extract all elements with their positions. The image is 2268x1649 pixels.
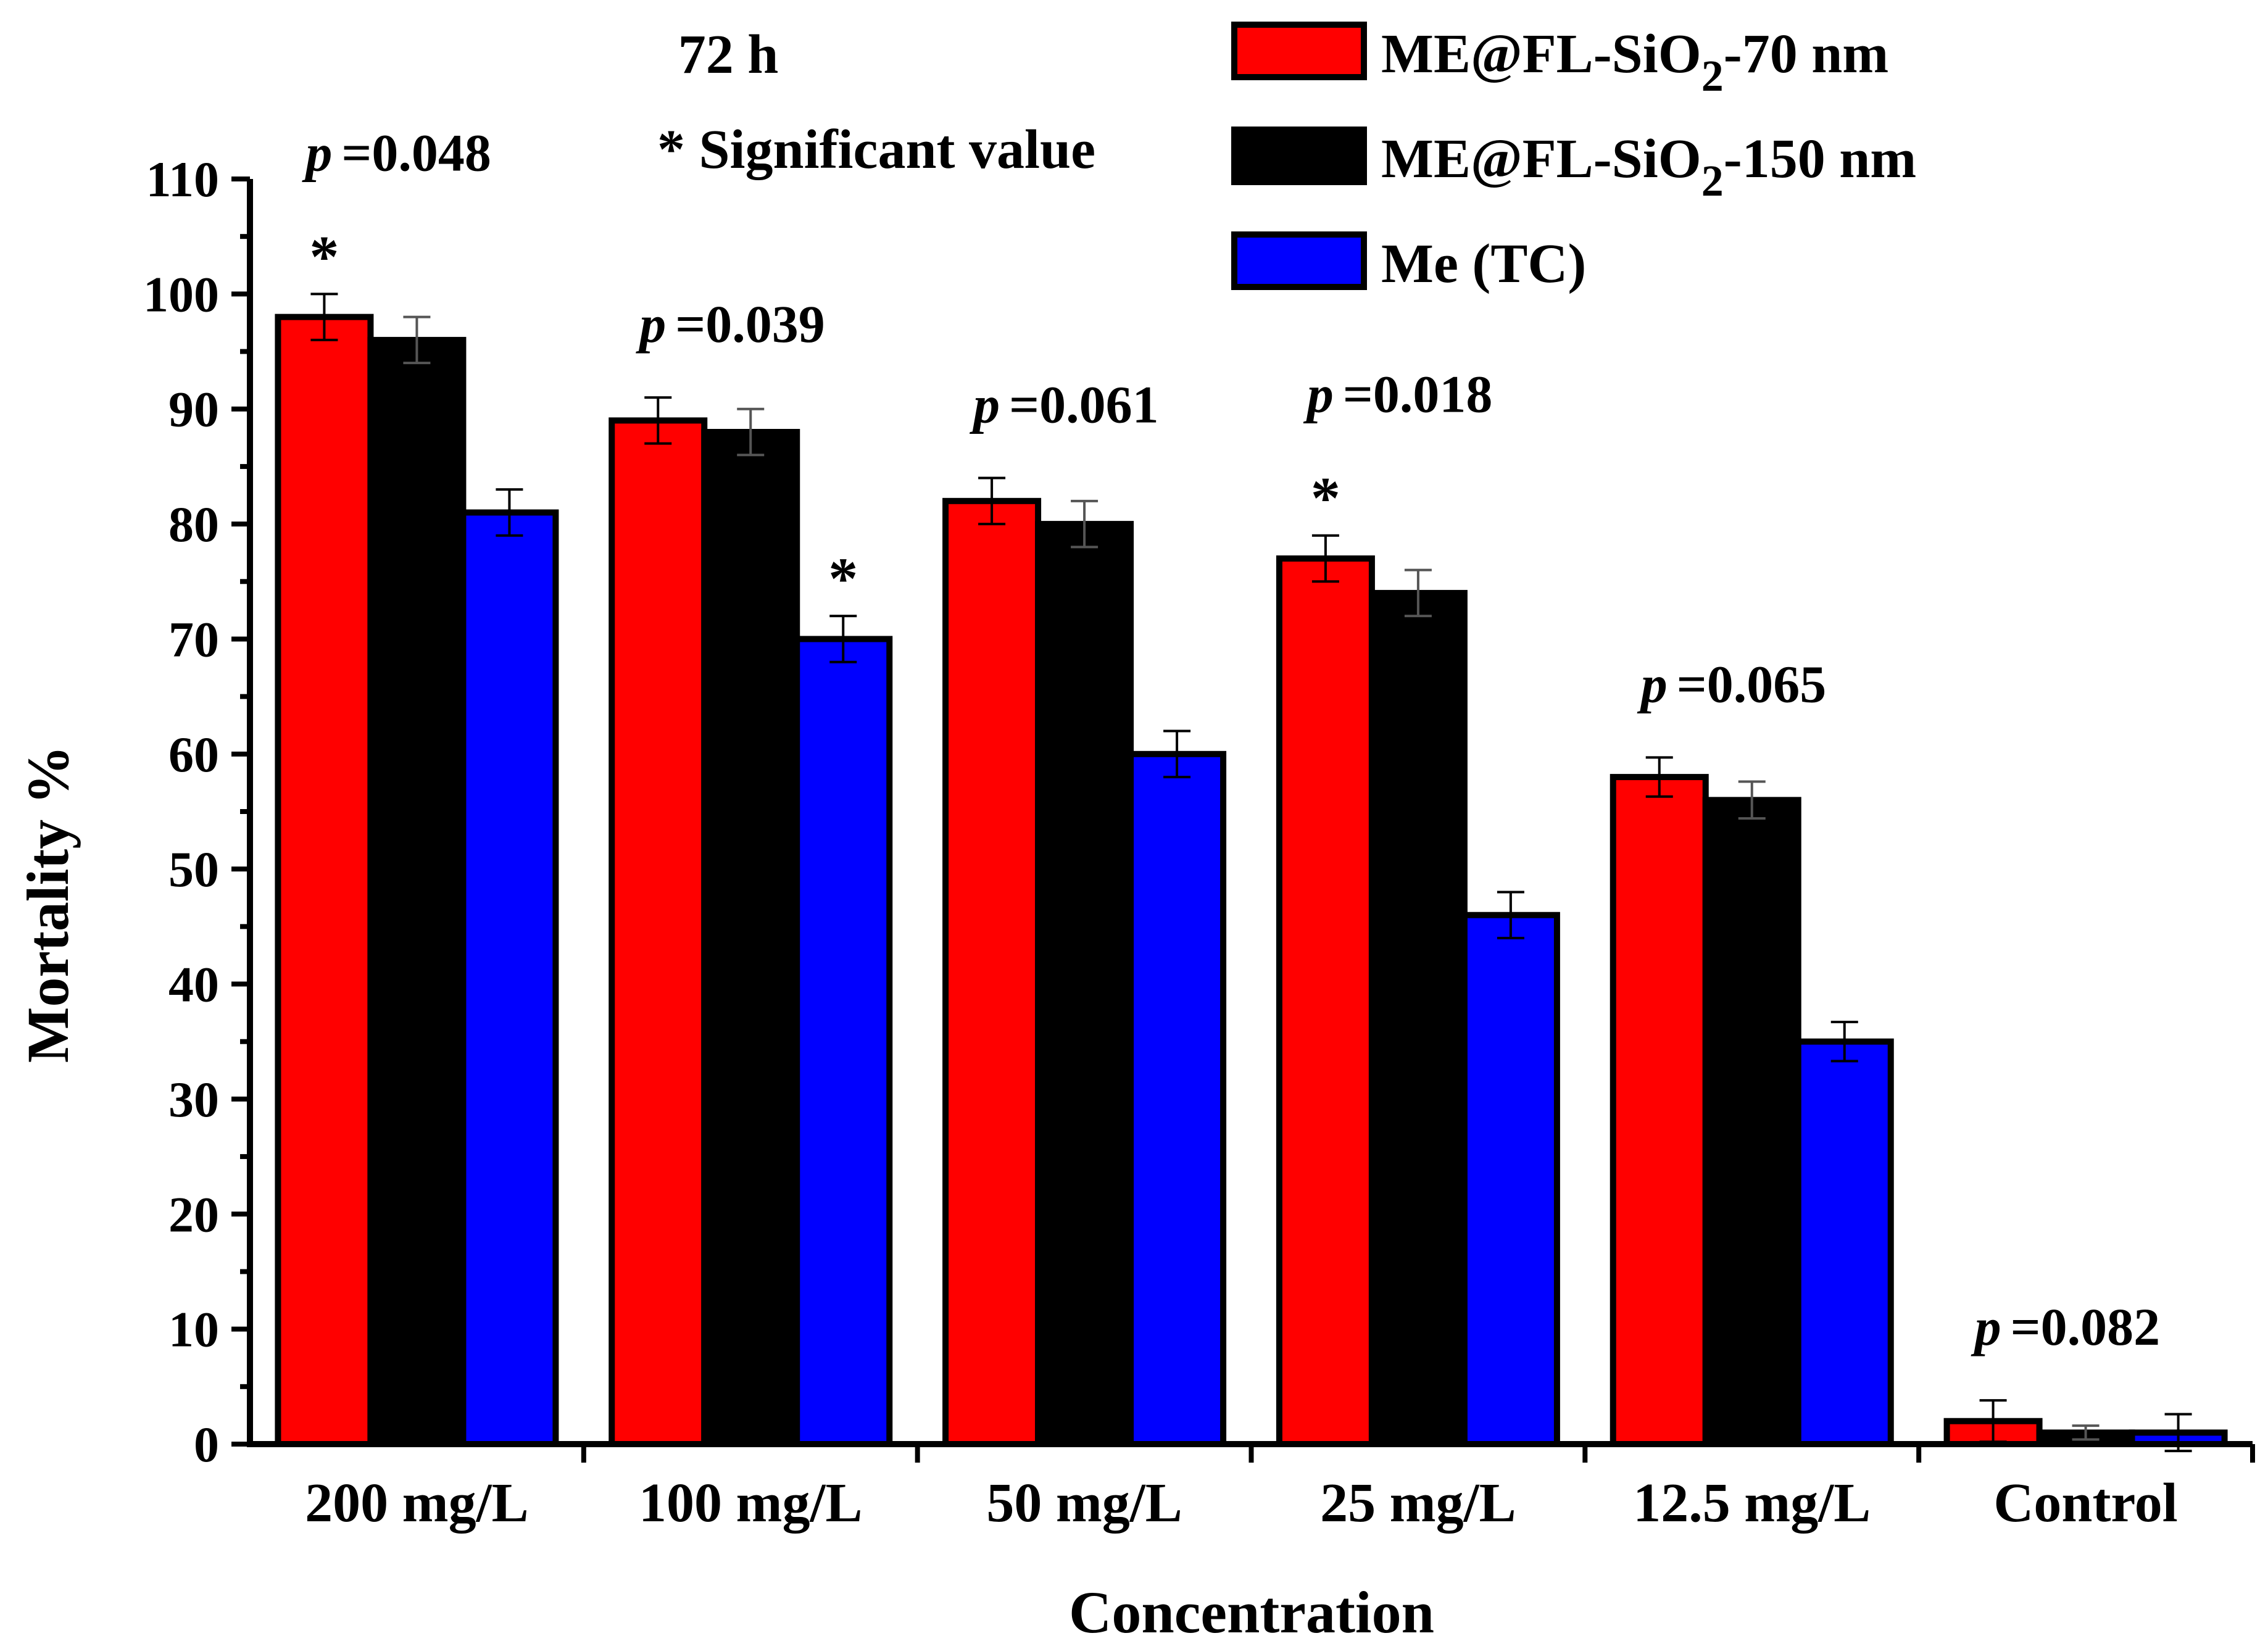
legend-label-1: ME@FL-SiO2-150 nm: [1381, 128, 1916, 206]
significance-star: *: [309, 223, 339, 289]
y-tick-label: 0: [194, 1416, 219, 1472]
y-tick-label: 30: [168, 1071, 219, 1128]
legend-label-main: Me (TC): [1381, 233, 1586, 294]
p-value-label: p =0.039: [635, 294, 825, 354]
bar-3-2: [1461, 912, 1560, 1447]
axes-layer: [231, 177, 2255, 1463]
p-value: =0.018: [1343, 365, 1493, 424]
x-axis-title: Concentration: [1069, 1579, 1434, 1645]
error-bar-1-2: [829, 615, 857, 663]
error-bar-4-2: [1830, 1021, 1858, 1063]
y-tick-label: 50: [168, 841, 219, 897]
bar-0-2: [460, 509, 559, 1447]
error-bar-2-0: [978, 476, 1006, 526]
y-tick-label: 80: [168, 496, 219, 552]
y-tick-label: 40: [168, 957, 219, 1013]
error-bar-5-1: [2072, 1424, 2100, 1441]
p-value-label: p =0.048: [301, 123, 491, 182]
legend-swatch-0: [1231, 22, 1367, 80]
y-tick-label: 20: [168, 1186, 219, 1242]
error-bar-2-2: [1163, 729, 1191, 779]
labels-layer: 0 10 20 30 40 50 60 70 80 90 100 110 200 mg/L 100 mg/…: [143, 123, 2178, 1534]
bar-1-2: [794, 636, 893, 1447]
bar-0-0: [275, 314, 374, 1447]
x-tick-label: 200 mg/L: [305, 1472, 529, 1534]
bar-2-0: [942, 497, 1042, 1447]
significance-star: *: [828, 546, 858, 612]
error-bar-1-1: [737, 407, 765, 457]
p-symbol: p: [1303, 365, 1334, 424]
legend-label-suffix: -70 nm: [1724, 23, 1889, 85]
error-bar-0-0: [310, 293, 338, 341]
bar-4-1: [1702, 797, 1801, 1447]
y-tick-label: 60: [168, 726, 219, 783]
error-bar-1-0: [644, 396, 672, 445]
p-value: =0.065: [1677, 654, 1827, 713]
error-bar-2-1: [1071, 499, 1099, 549]
p-symbol: p: [1637, 654, 1668, 713]
error-bar-0-1: [403, 315, 431, 365]
legend-label-subscript: 2: [1701, 51, 1724, 101]
p-symbol: p: [635, 294, 666, 354]
p-value: =0.082: [2011, 1297, 2161, 1356]
y-tick-label: 90: [168, 381, 219, 438]
y-axis-title: Mortality %: [15, 746, 81, 1063]
bar-4-2: [1795, 1038, 1894, 1447]
legend-label-subscript: 2: [1701, 156, 1724, 206]
p-symbol: p: [969, 375, 1000, 434]
error-bar-4-0: [1645, 756, 1673, 798]
bar-3-1: [1368, 589, 1468, 1448]
error-bar-4-1: [1738, 780, 1766, 820]
legend-label-suffix: -150 nm: [1724, 128, 1917, 189]
legend-swatch-1: [1231, 127, 1367, 185]
p-value: =0.061: [1009, 375, 1159, 434]
legend-label-main: ME@FL-SiO: [1381, 23, 1701, 85]
x-tick-label: 25 mg/L: [1320, 1472, 1516, 1534]
y-tick-label: 100: [143, 266, 219, 322]
y-tick-label: 10: [168, 1302, 219, 1358]
error-bar-3-0: [1311, 534, 1339, 583]
error-bar-3-1: [1404, 568, 1432, 618]
p-value: =0.039: [675, 294, 825, 354]
chart-title: 72 h: [678, 24, 779, 85]
p-value-label: p =0.082: [1971, 1297, 2161, 1356]
legend-swatch-2: [1231, 231, 1367, 290]
bars-layer: [275, 293, 2228, 1453]
significance-note: * Significant value: [657, 119, 1095, 180]
p-value-label: p =0.018: [1303, 365, 1493, 424]
x-tick-label: Control: [1993, 1472, 2177, 1534]
bar-1-0: [609, 417, 708, 1447]
error-bar-3-2: [1497, 891, 1524, 939]
legend-label-main: ME@FL-SiO: [1381, 128, 1701, 189]
bar-4-0: [1610, 774, 1709, 1447]
p-symbol: p: [301, 123, 332, 182]
y-tick-label: 110: [146, 151, 219, 207]
x-tick-label: 100 mg/L: [639, 1472, 863, 1534]
bar-2-1: [1035, 521, 1134, 1447]
p-symbol: p: [1971, 1297, 2001, 1356]
bar-2-2: [1128, 750, 1227, 1447]
p-value: =0.048: [341, 123, 491, 182]
p-value-label: p =0.065: [1637, 654, 1827, 713]
bar-1-1: [701, 429, 800, 1447]
significance-star: *: [1311, 465, 1340, 531]
legend-label-2: Me (TC): [1381, 233, 1586, 294]
x-tick-label: 50 mg/L: [986, 1472, 1182, 1534]
p-value-label: p =0.061: [969, 375, 1159, 434]
y-tick-label: 70: [168, 611, 219, 667]
error-bar-0-2: [496, 488, 523, 537]
x-tick-label: 12.5 mg/L: [1633, 1472, 1871, 1534]
legend-label-0: ME@FL-SiO2-70 nm: [1381, 23, 1888, 101]
bar-0-1: [367, 336, 467, 1448]
bar-3-0: [1276, 555, 1375, 1447]
